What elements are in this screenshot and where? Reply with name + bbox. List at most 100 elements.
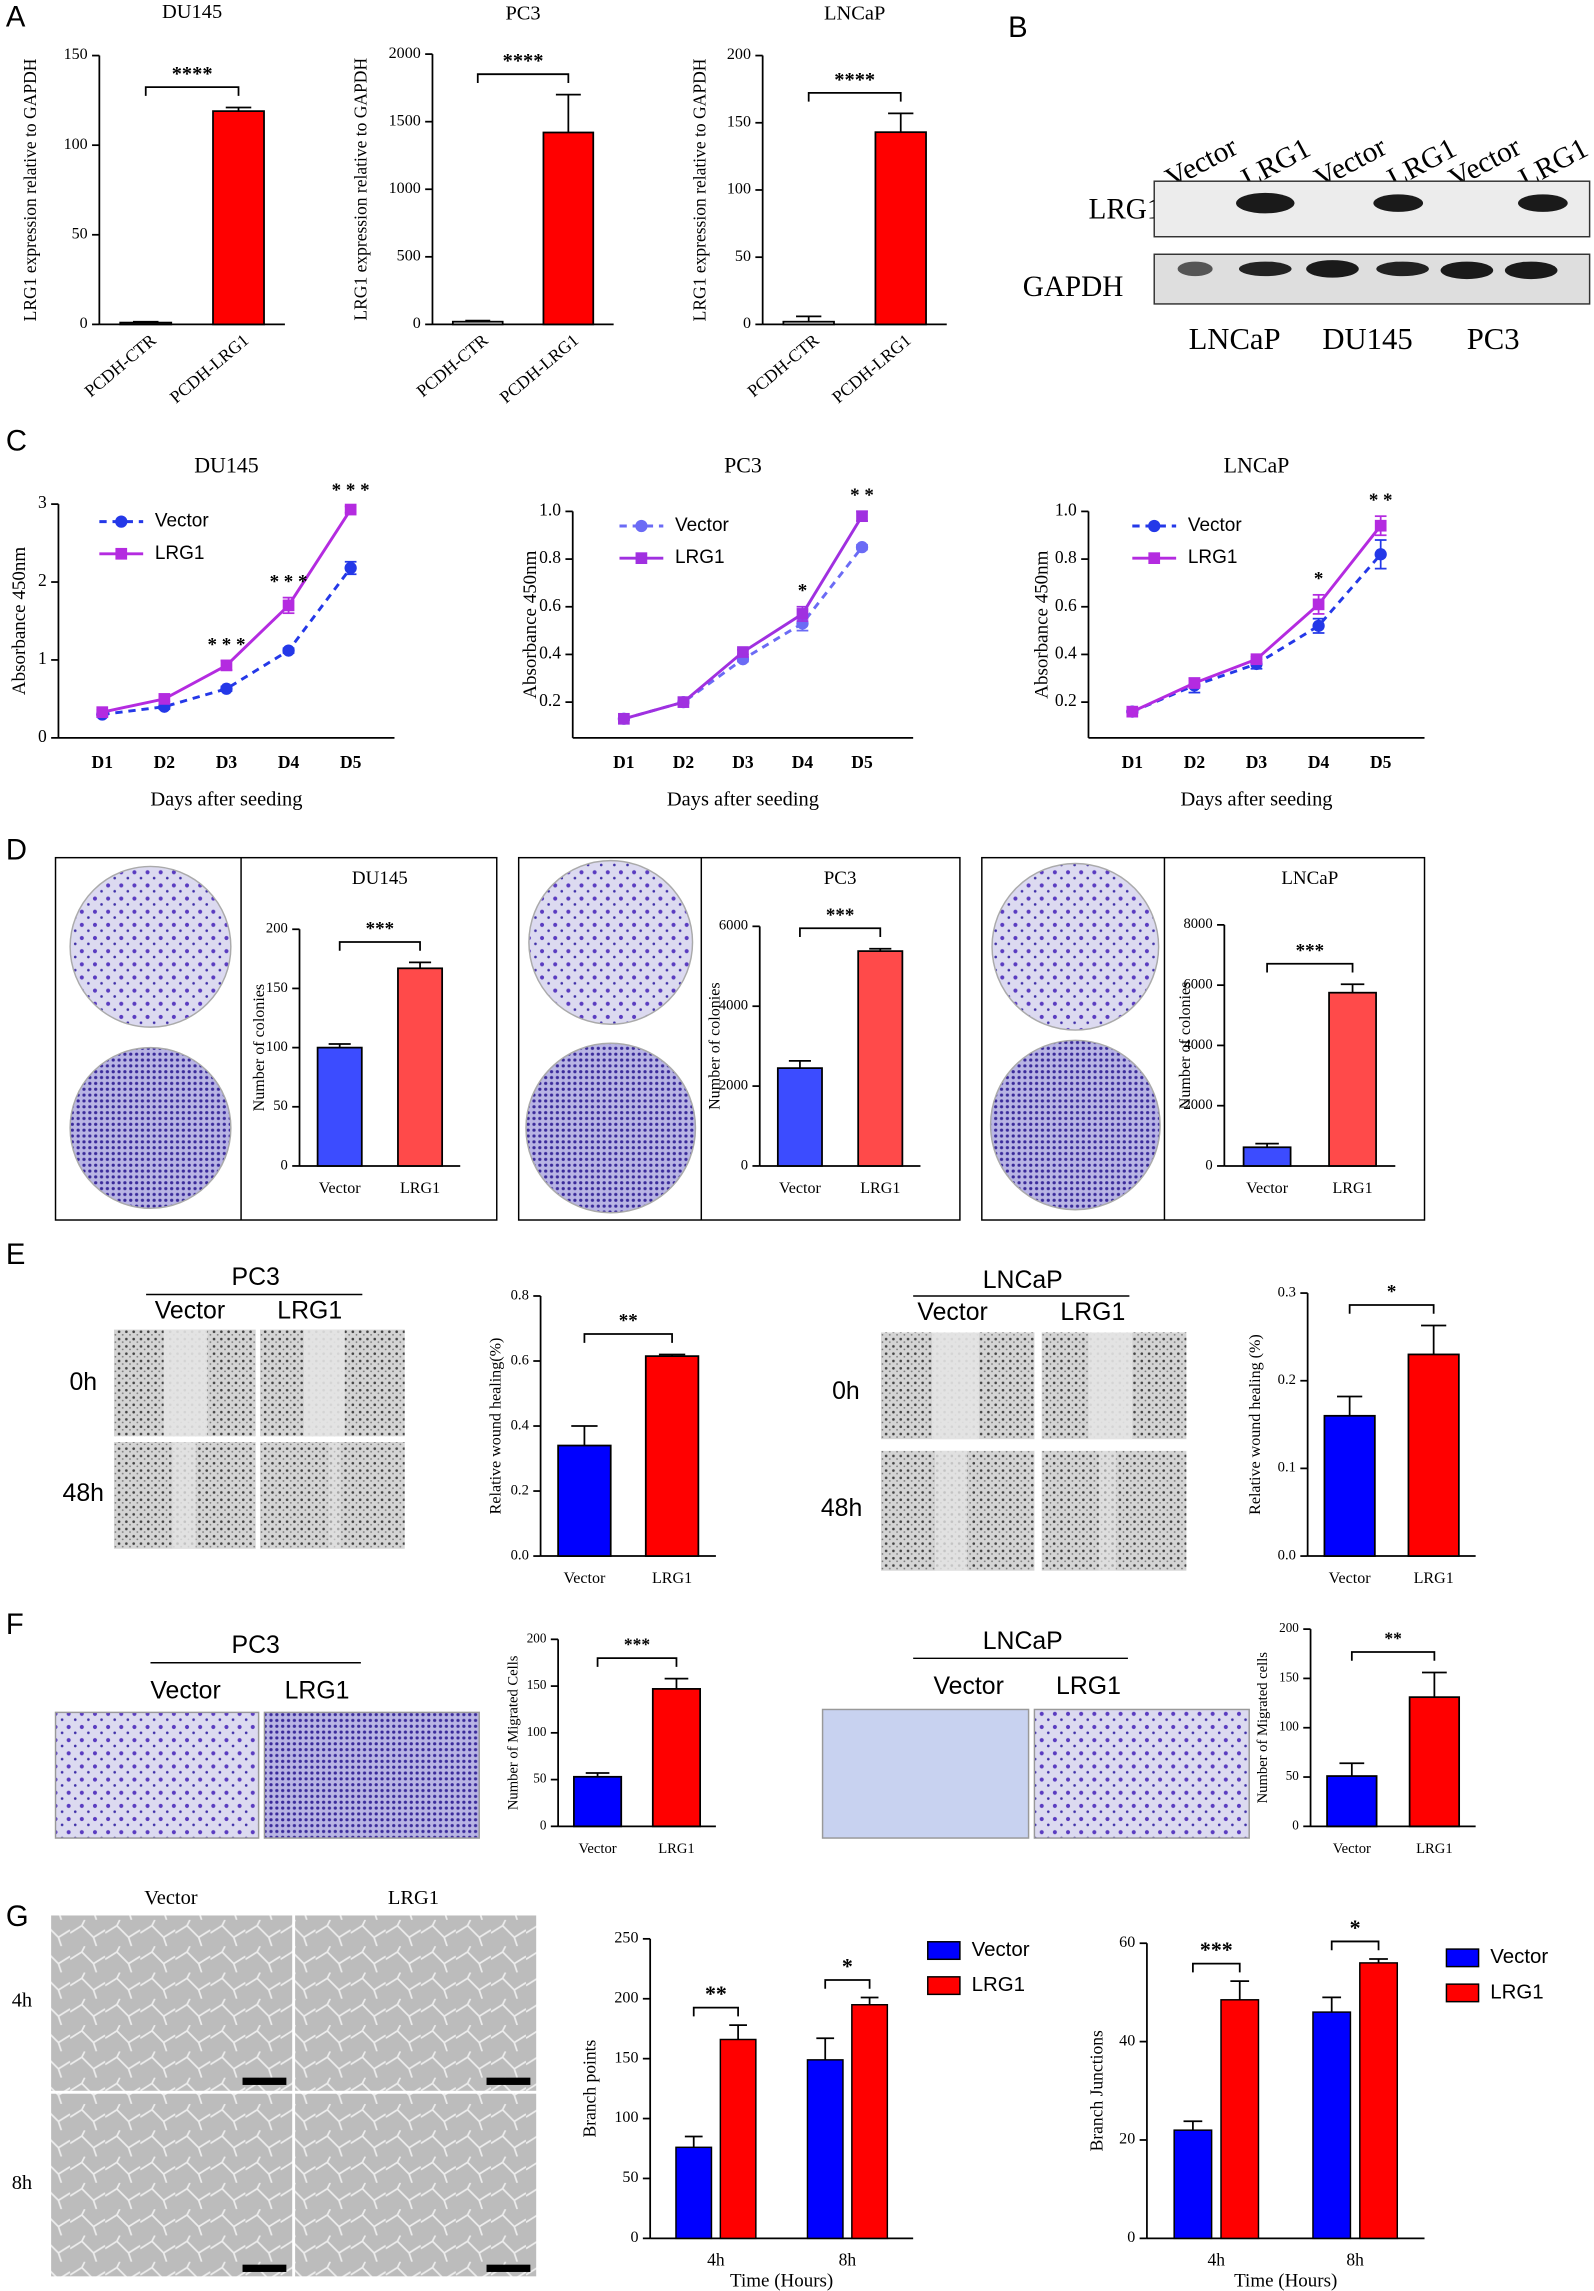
bar: [719, 2038, 757, 2240]
bar: [1242, 1146, 1292, 1167]
significance: *: [1314, 569, 1324, 590]
bar: [451, 320, 504, 326]
y-tick-label: 50: [735, 248, 751, 265]
x-tick-label: LRG1: [658, 1841, 695, 1857]
wound-gap: [328, 1442, 341, 1549]
x-tick-label: Vector: [1246, 1180, 1289, 1197]
bar: [1323, 1414, 1376, 1557]
y-tick-label: 0.0: [1278, 1547, 1296, 1563]
y-tick-label: 0.2: [1278, 1372, 1296, 1388]
significance-bracket: [596, 1657, 678, 1667]
scale-bar: [486, 2264, 531, 2272]
marker: [1126, 705, 1139, 718]
micrograph: [1033, 1708, 1250, 1839]
y-tick-label: 50: [72, 225, 88, 242]
micrograph: [54, 1711, 260, 1839]
bar: [851, 2004, 889, 2240]
significance: ***: [1296, 940, 1324, 961]
y-axis-label: Number of Migrated Cells: [506, 1655, 522, 1810]
y-axis-label: Number of Migrated cells: [1255, 1652, 1271, 1804]
bar: [557, 1444, 612, 1557]
bar: [1173, 2129, 1213, 2240]
significance-bracket: [144, 86, 240, 96]
y-tick-label: 1500: [389, 112, 421, 129]
y-tick-label: 0.4: [539, 642, 561, 662]
y-tick-label: 0.2: [539, 690, 561, 710]
y-tick-label: 1000: [389, 180, 421, 197]
bar: [1407, 1353, 1460, 1557]
panel-letter: C: [6, 425, 27, 457]
y-tick-label: 100: [64, 136, 88, 153]
marker: [737, 646, 749, 658]
bar: [212, 110, 265, 326]
significance-bracket: [692, 2006, 739, 2017]
chart-title: DU145: [352, 868, 408, 889]
marker: [618, 712, 630, 725]
blot-band: [1236, 192, 1295, 214]
y-tick-label: 0.6: [1055, 595, 1077, 615]
chart-title: PC3: [505, 2, 540, 24]
marker: [96, 706, 109, 718]
significance-bracket: [1192, 1962, 1241, 1973]
y-tick-label: 6000: [1183, 977, 1212, 993]
y-tick-label: 500: [397, 248, 421, 265]
x-tick-label: 8h: [839, 2250, 857, 2270]
column-label: LRG1: [1056, 1673, 1121, 1700]
x-tick-label: 8h: [1346, 2250, 1364, 2270]
blot-strip: [1153, 253, 1591, 305]
bar: [316, 1046, 363, 1167]
bar: [874, 131, 927, 326]
marker: [220, 682, 233, 695]
y-tick-label: 0: [1292, 1817, 1299, 1832]
y-tick-label: 200: [614, 1989, 638, 2006]
wound-labels: PC3 Vector LRG1 0h 48h LNCaP Vector LRG1…: [63, 1264, 1130, 1522]
significance: *: [1350, 1915, 1361, 1940]
x-tick-label: LRG1: [652, 1570, 692, 1587]
marker: [158, 693, 171, 705]
bar: [397, 967, 444, 1167]
blot-band: [1306, 260, 1359, 278]
cell-line: LNCaP: [983, 1628, 1063, 1655]
blot-row-label: GAPDH: [1023, 271, 1124, 303]
significance-bracket: [799, 927, 882, 938]
x-tick-label: D4: [792, 752, 814, 772]
colony-plate: [69, 865, 232, 1028]
scale-bar: [242, 2077, 287, 2085]
y-tick-label: 200: [527, 1630, 547, 1645]
y-tick-label: 2000: [1183, 1097, 1212, 1113]
row-label: 8h: [12, 2172, 32, 2194]
x-tick-label: PCDH-CTR: [80, 330, 159, 401]
chart-title: DU145: [194, 453, 259, 478]
colony-plate: [989, 1039, 1161, 1211]
bar: [857, 950, 904, 1167]
row-label: 48h: [63, 1480, 104, 1507]
blot-band: [1440, 261, 1494, 280]
x-tick-label: PCDH-CTR: [743, 330, 822, 401]
blot-cell-line: DU145: [1322, 322, 1412, 356]
column-label: LRG1: [277, 1298, 342, 1325]
x-tick-label: D5: [851, 752, 873, 772]
significance: ***: [1200, 1937, 1233, 1962]
chart-title: LNCaP: [1224, 453, 1290, 478]
marker: [856, 510, 868, 523]
marker: [1188, 677, 1201, 689]
colony-plate: [528, 859, 694, 1025]
significance: *: [798, 581, 808, 602]
marker: [220, 659, 233, 672]
panel-letter: A: [6, 2, 26, 34]
y-tick-label: 150: [266, 980, 288, 996]
x-tick-label: D5: [340, 752, 362, 772]
column-label: Vector: [933, 1673, 1003, 1700]
significance: * * *: [270, 571, 308, 592]
x-tick-label: 4h: [1208, 2250, 1226, 2270]
y-tick-label: 60: [1119, 1934, 1135, 1951]
y-tick-label: 8000: [1183, 916, 1212, 932]
y-tick-label: 100: [614, 2109, 638, 2126]
y-tick-label: 0.3: [1278, 1284, 1296, 1300]
y-tick-label: 0: [630, 2229, 638, 2246]
legend-label: LRG1: [675, 547, 725, 568]
y-tick-label: 150: [527, 1677, 547, 1692]
y-tick-label: 3: [38, 492, 47, 512]
y-tick-label: 150: [64, 46, 88, 63]
